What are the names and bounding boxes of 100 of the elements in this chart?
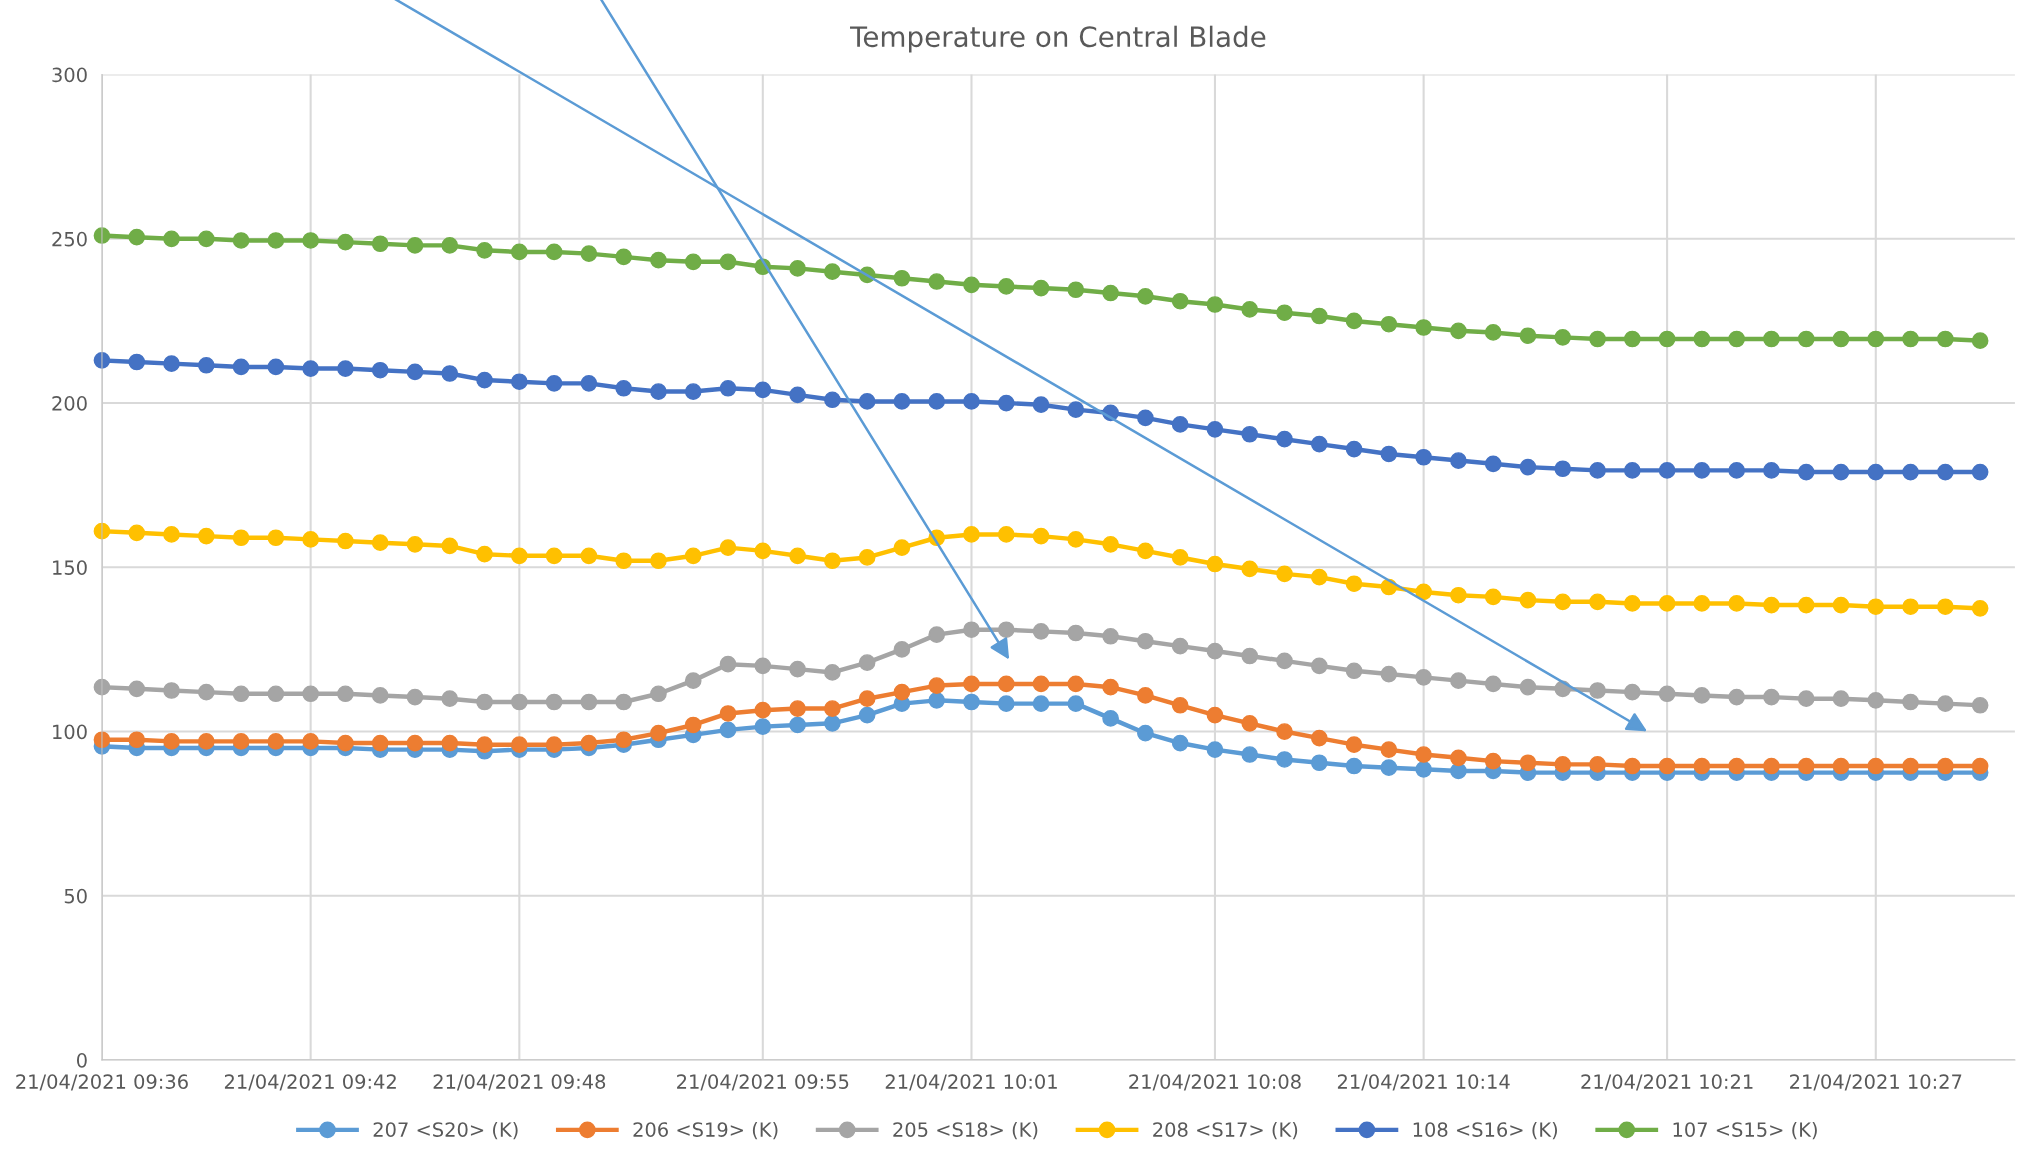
point (1623, 757, 1641, 775)
point (163, 682, 180, 699)
point (1067, 281, 1085, 299)
point (1380, 445, 1398, 463)
point (684, 253, 702, 271)
point (1658, 462, 1676, 479)
point (1589, 682, 1606, 699)
point (580, 693, 598, 711)
point (476, 545, 493, 563)
point (1623, 330, 1641, 348)
point (615, 552, 633, 570)
point (1345, 757, 1363, 775)
point (1728, 330, 1746, 348)
point (615, 248, 633, 266)
chart-title: Temperature on Central Blade (850, 25, 1266, 53)
point (1206, 706, 1224, 724)
point (858, 706, 876, 724)
point (893, 269, 911, 287)
point (128, 680, 146, 698)
point (1415, 583, 1432, 601)
point (963, 526, 980, 543)
point (267, 529, 285, 547)
point (371, 534, 389, 552)
point (1380, 759, 1398, 777)
point (267, 232, 285, 249)
point (928, 393, 946, 410)
point (1380, 665, 1398, 683)
point (441, 365, 459, 382)
legend-label: 207 <S20> (K) (373, 1121, 518, 1140)
point (650, 552, 667, 570)
point (1345, 312, 1363, 330)
point (997, 278, 1015, 295)
point (1241, 647, 1259, 665)
point (1310, 435, 1328, 453)
point (1971, 463, 1989, 481)
y-tick-label: 250 (52, 231, 87, 247)
point (997, 526, 1015, 543)
point (789, 547, 806, 565)
point (1797, 757, 1815, 775)
point (1658, 330, 1676, 348)
point (1137, 409, 1154, 427)
point (1902, 693, 1919, 711)
point (684, 547, 702, 565)
point (1693, 687, 1711, 704)
point (963, 393, 980, 410)
point (1171, 696, 1189, 714)
point (510, 693, 528, 711)
point (754, 718, 772, 735)
point (824, 715, 841, 732)
point (1797, 690, 1815, 708)
point (1937, 463, 1954, 481)
point (1241, 560, 1259, 578)
point (1137, 724, 1154, 742)
point (1728, 595, 1746, 612)
point (1554, 460, 1572, 478)
point (476, 736, 493, 754)
y-tick-label: 100 (53, 724, 87, 740)
point (1276, 430, 1293, 448)
point (928, 677, 946, 694)
x-tick-label: 21/04/2021 09:42 (224, 1074, 396, 1091)
point (1102, 627, 1119, 645)
point (824, 391, 841, 409)
point (232, 232, 250, 249)
point (580, 547, 598, 565)
point (928, 273, 946, 290)
point (1067, 401, 1085, 418)
point (997, 675, 1015, 693)
point (1345, 736, 1363, 754)
point (684, 672, 702, 689)
x-tick-label: 21/04/2021 10:14 (1337, 1074, 1510, 1091)
point (824, 700, 841, 717)
point (1206, 741, 1224, 758)
point (1450, 452, 1467, 469)
point (128, 524, 146, 542)
point (441, 690, 459, 708)
point (1206, 421, 1224, 438)
point (1102, 284, 1119, 302)
point (1658, 757, 1676, 775)
point (1867, 757, 1885, 775)
point (1310, 729, 1328, 747)
point (337, 360, 354, 377)
point (1937, 757, 1954, 775)
point (406, 734, 424, 752)
point (1032, 675, 1050, 693)
point (754, 542, 772, 560)
point (1832, 757, 1850, 775)
point (1345, 440, 1363, 458)
x-tick-label: 21/04/2021 09:36 (16, 1074, 188, 1091)
point (1171, 416, 1189, 433)
point (1206, 555, 1224, 573)
x-tick-label: 21/04/2021 10:27 (1790, 1074, 1962, 1091)
point (1902, 330, 1919, 348)
point (650, 685, 667, 703)
point (197, 356, 215, 374)
point (1623, 683, 1641, 701)
point (337, 685, 354, 703)
point (197, 733, 215, 750)
point (719, 655, 737, 673)
point (128, 353, 146, 371)
point (1763, 596, 1780, 614)
